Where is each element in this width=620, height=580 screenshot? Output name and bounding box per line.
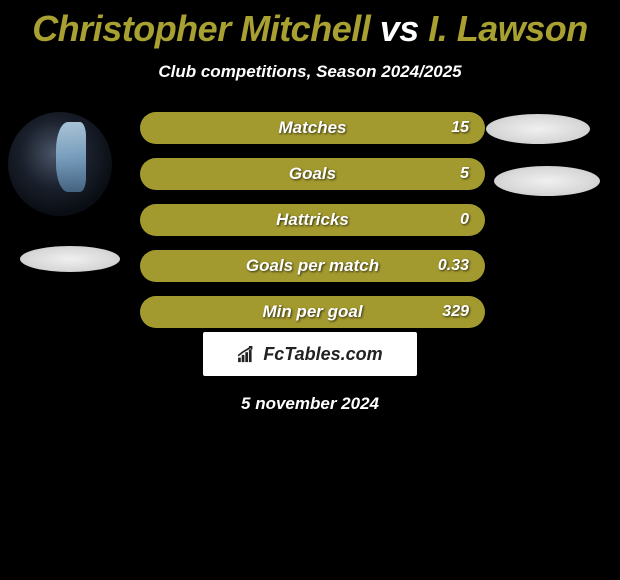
stat-value: 329	[442, 303, 469, 321]
stat-value: 5	[460, 165, 469, 183]
stat-row-matches: Matches 15	[140, 112, 485, 144]
title-vs: vs	[370, 8, 428, 49]
page-title: Christopher Mitchell vs I. Lawson	[0, 0, 620, 50]
stat-label: Matches	[278, 118, 346, 138]
title-player2: I. Lawson	[428, 8, 588, 49]
stat-label: Min per goal	[262, 302, 362, 322]
subtitle: Club competitions, Season 2024/2025	[0, 62, 620, 82]
stat-value: 0.33	[438, 257, 469, 275]
chart-icon	[237, 345, 259, 363]
stat-row-gpm: Goals per match 0.33	[140, 250, 485, 282]
stat-row-hattricks: Hattricks 0	[140, 204, 485, 236]
player1-avatar	[8, 112, 112, 216]
stat-label: Goals	[289, 164, 336, 184]
stat-label: Goals per match	[246, 256, 379, 276]
stat-value: 0	[460, 211, 469, 229]
stat-row-goals: Goals 5	[140, 158, 485, 190]
stats-list: Matches 15 Goals 5 Hattricks 0 Goals per…	[140, 112, 485, 342]
date-text: 5 november 2024	[0, 394, 620, 414]
branding-text: FcTables.com	[263, 344, 382, 365]
title-player1: Christopher Mitchell	[32, 8, 370, 49]
stat-value: 15	[451, 119, 469, 137]
player2-platform-1	[486, 114, 590, 144]
stat-row-mpg: Min per goal 329	[140, 296, 485, 328]
stat-label: Hattricks	[276, 210, 349, 230]
player2-platform-2	[494, 166, 600, 196]
player1-platform	[20, 246, 120, 272]
